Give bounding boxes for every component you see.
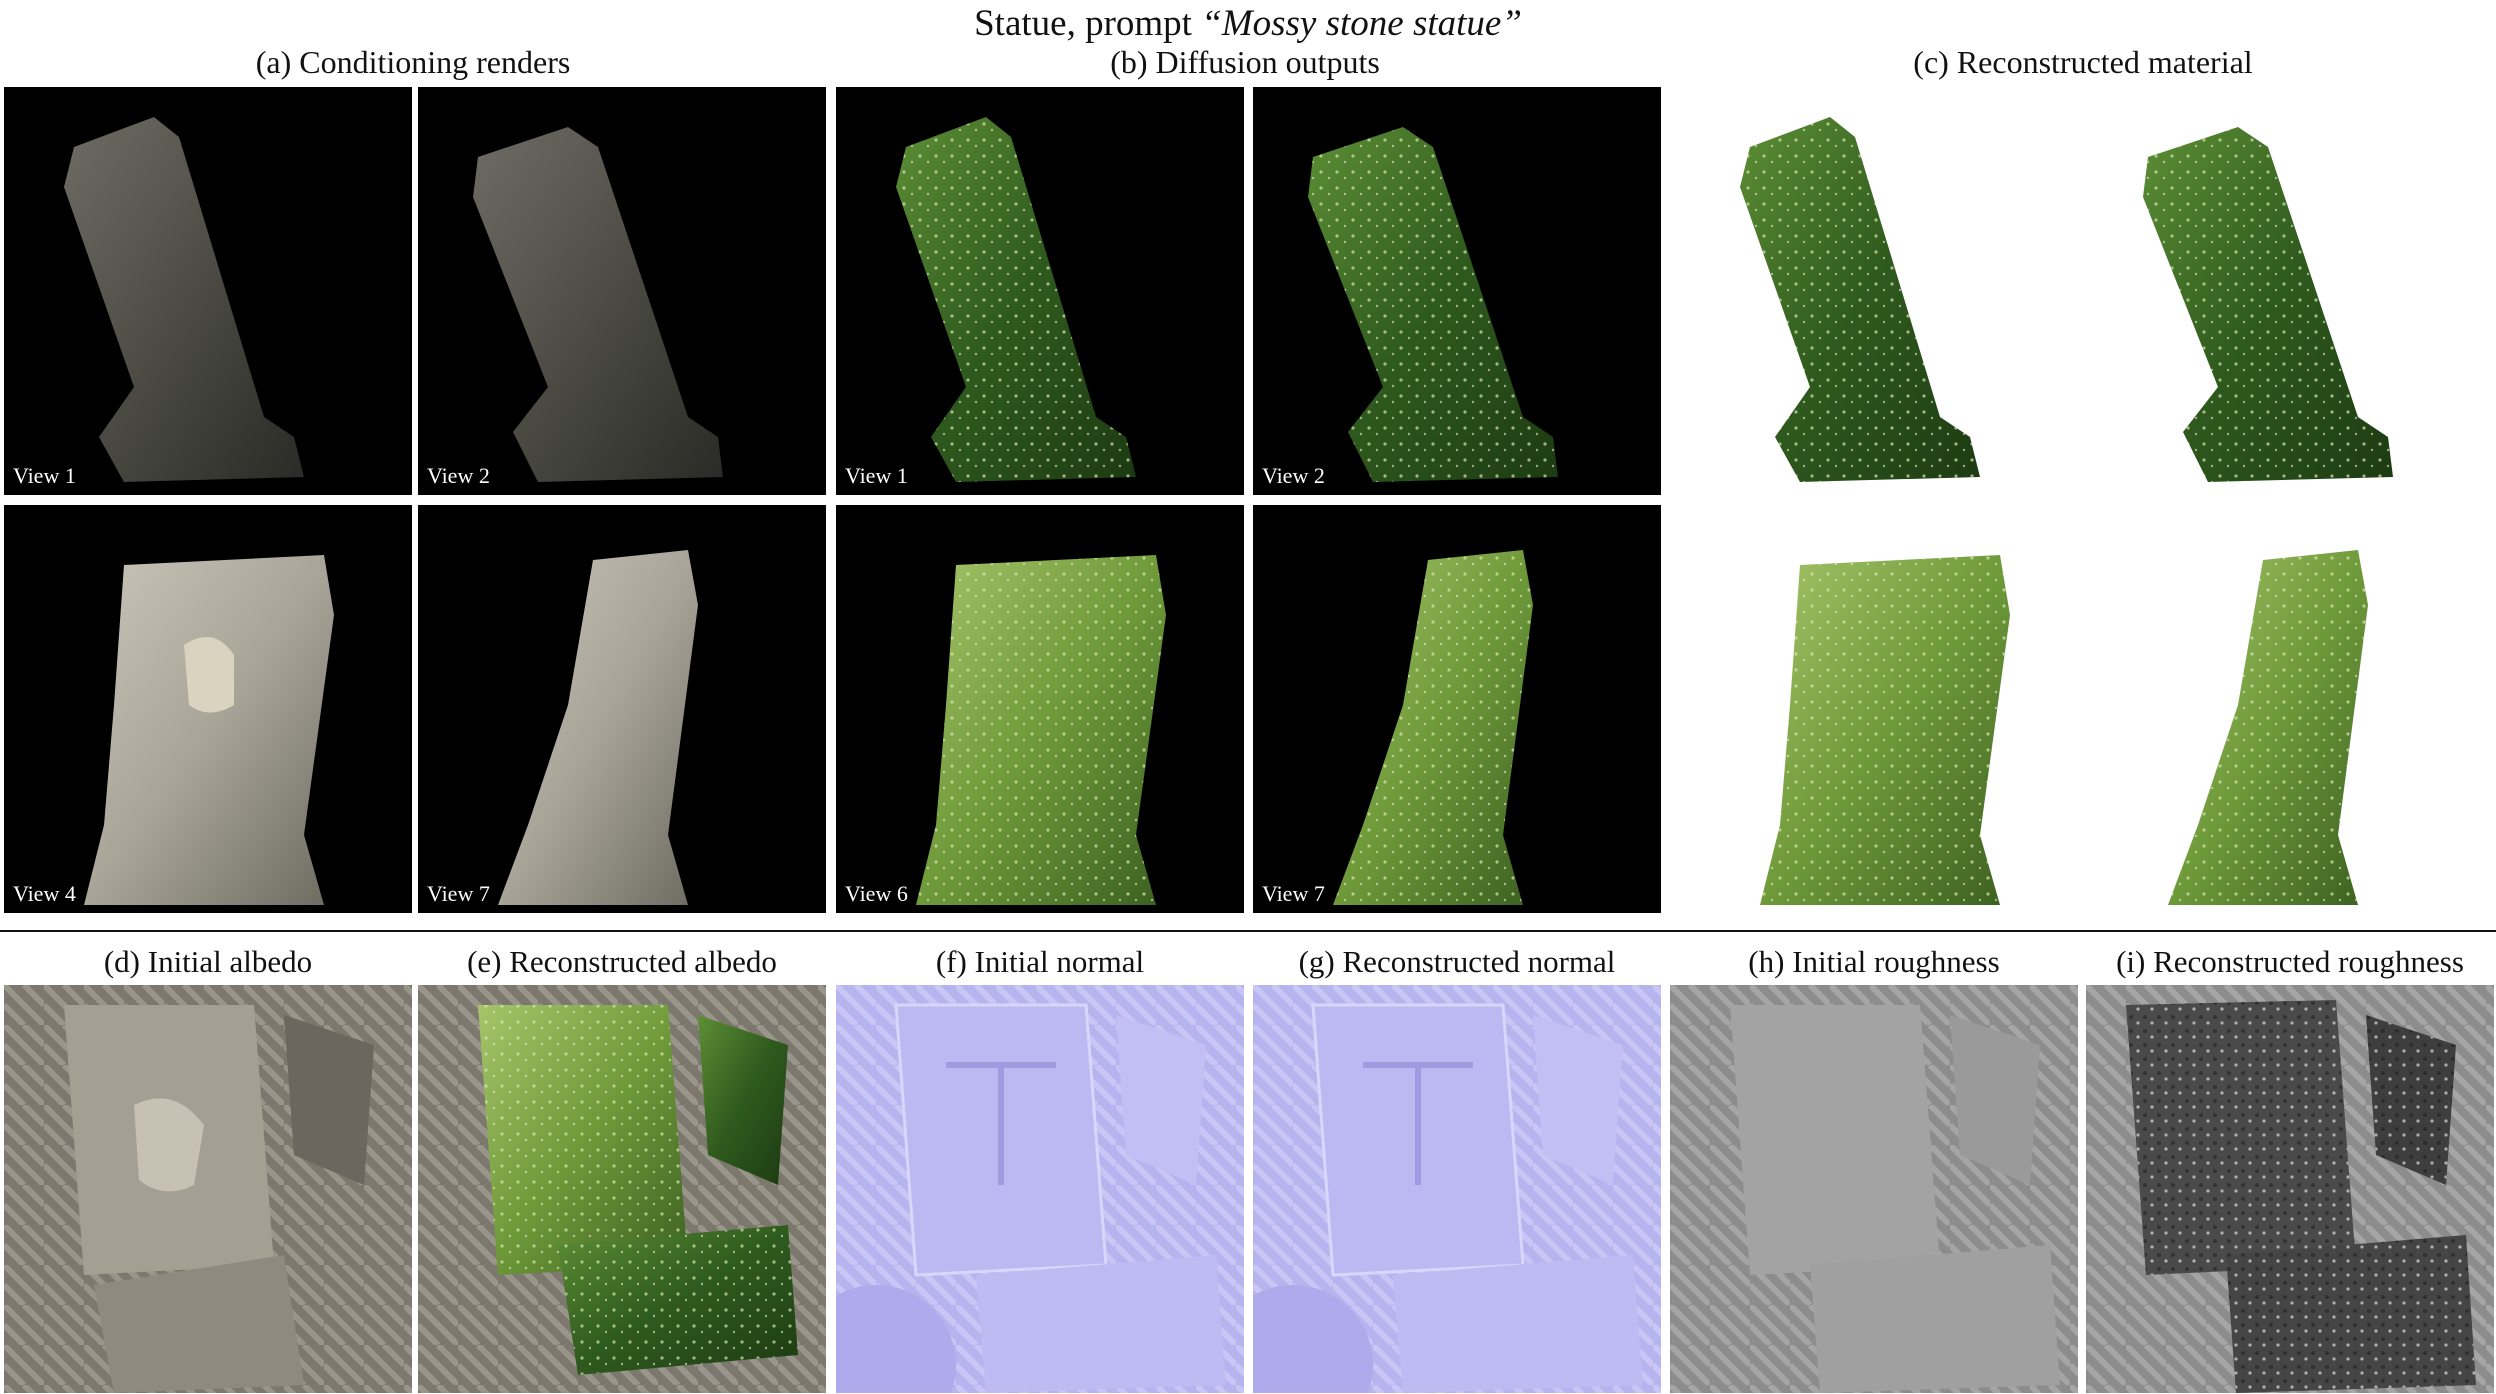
view-label: View 2 (1262, 463, 1325, 488)
prompt-text: “Mossy stone statue” (1201, 3, 1522, 44)
view-label: View 6 (845, 881, 908, 906)
caption-initial-normal: (f) Initial normal (935, 944, 1145, 979)
view-label: View 2 (427, 463, 490, 488)
reconstructed-material-3 (1680, 505, 2088, 913)
map-initial-albedo (4, 985, 412, 1393)
reconstructed-material-2 (2088, 87, 2496, 495)
reconstructed-material-4 (2088, 505, 2496, 913)
view-label: View 4 (13, 881, 76, 906)
diffusion-b-view-2: View 2 (1253, 87, 1661, 495)
section-divider (0, 930, 2496, 932)
section-c-heading: (c) Reconstructed material (1913, 44, 2253, 80)
caption-reconstructed-roughness: (i) Reconstructed roughness (2116, 944, 2464, 979)
figure-title: Statue, prompt “Mossy stone statue” (974, 3, 1522, 44)
view-label: View 7 (1262, 881, 1325, 906)
render-a-view-7: View 7 (418, 505, 826, 913)
map-reconstructed-roughness (2086, 985, 2494, 1393)
caption-reconstructed-albedo: (e) Reconstructed albedo (467, 944, 777, 979)
section-b-heading: (b) Diffusion outputs (1110, 44, 1380, 80)
diffusion-b-view-7: View 7 (1253, 505, 1661, 913)
view-label: View 1 (13, 463, 76, 488)
diffusion-b-view-6: View 6 (836, 505, 1244, 913)
render-a-view-2: View 2 (418, 87, 826, 495)
caption-initial-roughness: (h) Initial roughness (1748, 944, 2000, 979)
reconstructed-material-1 (1680, 87, 2088, 495)
render-a-view-1: View 1 (4, 87, 412, 495)
view-label: View 7 (427, 881, 490, 906)
caption-reconstructed-normal: (g) Reconstructed normal (1298, 944, 1616, 979)
view-label: View 1 (845, 463, 908, 488)
map-initial-normal (836, 985, 1244, 1393)
section-a-heading: (a) Conditioning renders (255, 44, 571, 80)
render-a-view-4: View 4 (4, 505, 412, 913)
caption-initial-albedo: (d) Initial albedo (103, 944, 313, 979)
map-reconstructed-normal (1253, 985, 1661, 1393)
map-reconstructed-albedo (418, 985, 826, 1393)
diffusion-b-view-1: View 1 (836, 87, 1244, 495)
map-initial-roughness (1670, 985, 2078, 1393)
